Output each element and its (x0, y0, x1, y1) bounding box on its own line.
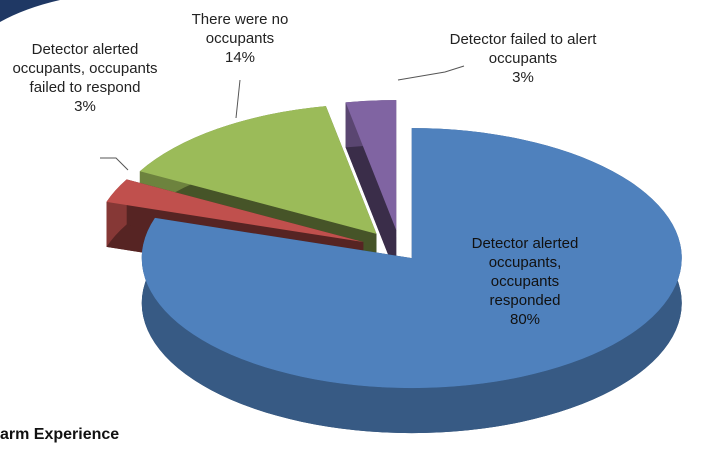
label-value: 3% (74, 98, 96, 115)
leader-line (397, 65, 465, 81)
caption: arm Experience (0, 426, 120, 443)
slice (139, 106, 377, 234)
leader-line (100, 157, 129, 171)
leader-line (235, 79, 241, 119)
label-name: Detector failed to alert occupants (449, 31, 597, 67)
corner-decoration (0, 0, 60, 22)
slice-label: Detector failed to alert occupants 3% (448, 30, 598, 87)
slice-label: Detector alerted occupants, occupants fa… (10, 40, 160, 116)
label-value: 14% (224, 49, 256, 66)
slice (345, 100, 397, 231)
slice-label: Detector alerted occupants, occupants re… (460, 234, 590, 329)
label-name: Detector alerted occupants, occupants re… (471, 235, 579, 309)
slice (106, 179, 364, 243)
label-name: There were no occupants (191, 11, 289, 47)
label-name: Detector alerted occupants, occupants fa… (12, 41, 158, 96)
slice-label: There were no occupants 14% (180, 10, 300, 67)
pie (106, 100, 682, 434)
label-value: 80% (509, 311, 541, 328)
label-value: 3% (512, 69, 534, 86)
slice (141, 128, 682, 389)
